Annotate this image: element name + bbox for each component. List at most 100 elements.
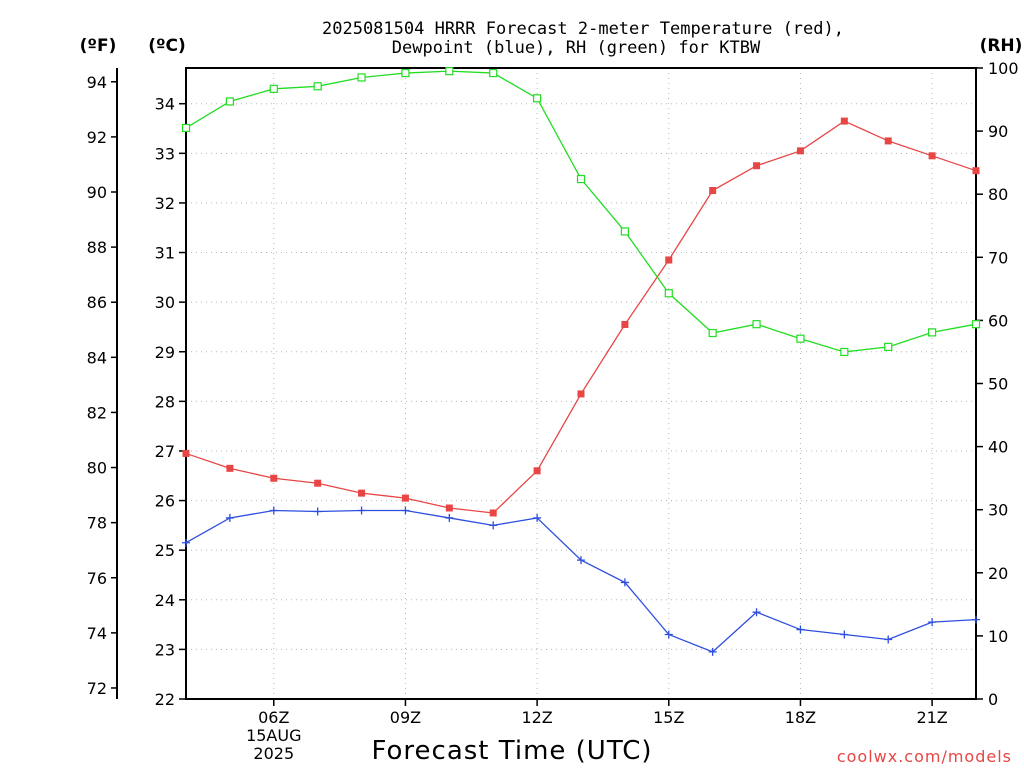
year-label: 2025 <box>253 744 294 763</box>
dewpoint-point <box>620 578 629 587</box>
time-tick-label: 09Z <box>390 708 421 727</box>
rh-point <box>664 289 673 298</box>
temperature-point <box>489 509 497 517</box>
dewpoint-point <box>182 538 190 547</box>
time-tick-label: 21Z <box>916 708 947 727</box>
celsius-tick-label: 30 <box>155 293 175 312</box>
temperature-point <box>533 467 541 475</box>
fahrenheit-tick-label: 84 <box>87 348 107 367</box>
rh-tick-label: 40 <box>988 438 1008 457</box>
rh-axis-unit: (RH) <box>980 36 1023 56</box>
time-tick-label: 18Z <box>785 708 816 727</box>
celsius-tick-label: 34 <box>155 95 175 114</box>
date-label: 15AUG <box>246 726 301 745</box>
dewpoint-point <box>796 625 805 634</box>
temperature-point <box>928 152 936 160</box>
rh-point <box>884 342 893 352</box>
rh-point <box>401 68 410 78</box>
rh-tick-label: 60 <box>988 311 1008 330</box>
celsius-tick-label: 26 <box>155 492 175 511</box>
fahrenheit-tick-label: 78 <box>87 514 107 533</box>
dewpoint-point <box>269 506 278 515</box>
rh-point <box>269 84 278 93</box>
rh-tick-label: 30 <box>988 501 1008 520</box>
celsius-tick-label: 24 <box>155 591 175 610</box>
fahrenheit-tick-label: 92 <box>87 128 107 147</box>
rh-point <box>928 328 937 337</box>
rh-line <box>185 70 977 353</box>
data-series <box>181 67 981 656</box>
rh-point <box>620 227 629 236</box>
rh-point <box>357 73 366 82</box>
fahrenheit-tick-label: 80 <box>87 459 107 478</box>
rh-point <box>708 328 717 338</box>
rh-tick-label: 90 <box>988 122 1008 141</box>
dewpoint-point <box>752 608 761 617</box>
time-tick-label: 06Z <box>258 708 289 727</box>
rh-point <box>840 347 849 357</box>
rh-point <box>225 97 234 106</box>
dewpoint-point <box>225 513 234 522</box>
celsius-tick-label: 31 <box>155 244 175 263</box>
temperature-point <box>796 147 804 155</box>
dewpoint-point <box>445 513 454 522</box>
fahrenheit-tick-label: 94 <box>87 73 107 92</box>
celsius-tick-label: 33 <box>155 144 175 163</box>
rh-point <box>489 68 498 78</box>
dewpoint-point <box>533 513 542 522</box>
celsius-tick-label: 28 <box>155 392 175 411</box>
temperature-point <box>753 162 761 170</box>
rh-tick-label: 50 <box>988 375 1008 394</box>
dewpoint-line <box>185 509 977 653</box>
fahrenheit-tick-label: 88 <box>87 238 107 257</box>
temperature-point <box>270 474 278 482</box>
fahrenheit-tick-label: 76 <box>87 569 107 588</box>
dewpoint-point <box>840 630 849 639</box>
rh-point <box>971 320 981 329</box>
dewpoint-point <box>357 506 366 515</box>
celsius-tick-label: 22 <box>155 690 175 709</box>
fahrenheit-tick-label: 86 <box>87 293 107 312</box>
x-axis-title: Forecast Time (UTC) <box>371 736 652 766</box>
celsius-tick-label: 25 <box>155 541 175 560</box>
temperature-point <box>665 256 673 264</box>
rh-tick-label: 0 <box>988 690 998 709</box>
chart-title-line1: 2025081504 HRRR Forecast 2-meter Tempera… <box>322 19 844 39</box>
celsius-tick-label: 27 <box>155 442 175 461</box>
rh-point <box>533 94 542 103</box>
fahrenheit-tick-label: 82 <box>87 403 107 422</box>
time-tick-label: 15Z <box>653 708 684 727</box>
dewpoint-point <box>313 507 322 516</box>
rh-tick-label: 10 <box>988 627 1008 646</box>
dewpoint-point <box>489 521 498 530</box>
celsius-tick-label: 29 <box>155 343 175 362</box>
dewpoint-point <box>972 615 980 624</box>
time-tick-label: 12Z <box>521 708 552 727</box>
rh-point <box>445 67 454 76</box>
temperature-point <box>358 489 366 497</box>
fahrenheit-axis-unit: (ºF) <box>80 36 117 56</box>
temperature-point <box>840 117 848 125</box>
dewpoint-point <box>884 635 893 644</box>
celsius-tick-label: 32 <box>155 194 175 213</box>
temperature-point <box>709 187 717 195</box>
temperature-point <box>972 167 980 175</box>
temperature-point <box>182 449 190 457</box>
temperature-point <box>621 320 629 328</box>
temperature-point <box>884 137 892 145</box>
fahrenheit-tick-label: 72 <box>87 679 107 698</box>
rh-tick-label: 20 <box>988 564 1008 583</box>
dewpoint-point <box>664 630 673 639</box>
dewpoint-point <box>577 556 585 565</box>
rh-point <box>796 334 805 343</box>
temperature-point <box>314 479 322 487</box>
rh-tick-label: 70 <box>988 248 1008 267</box>
rh-tick-label: 80 <box>988 185 1008 204</box>
celsius-tick-label: 23 <box>155 640 175 659</box>
temperature-point <box>445 504 453 512</box>
rh-point <box>752 320 761 329</box>
fahrenheit-tick-label: 74 <box>87 624 107 643</box>
chart-title-line2: Dewpoint (blue), RH (green) for KTBW <box>392 38 761 58</box>
fahrenheit-tick-label: 90 <box>87 183 107 202</box>
